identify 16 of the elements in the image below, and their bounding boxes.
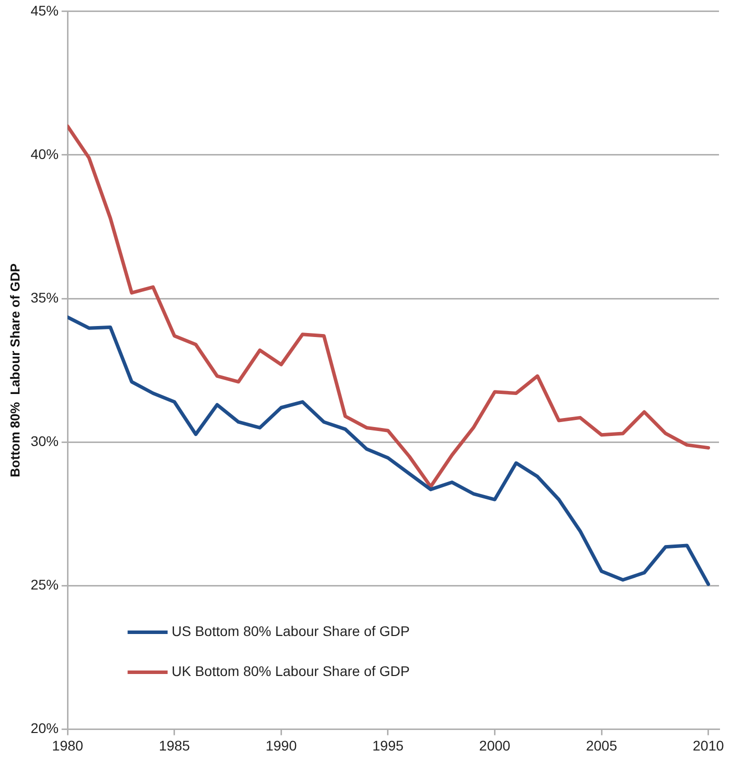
x-tick-label: 1990 bbox=[266, 737, 297, 754]
y-tick-label: 20% bbox=[30, 720, 59, 736]
x-tick-label: 2000 bbox=[479, 737, 511, 754]
y-tick-label: 40% bbox=[30, 146, 59, 162]
y-tick-label: 25% bbox=[30, 576, 59, 592]
legend-label: UK Bottom 80% Labour Share of GDP bbox=[172, 663, 410, 680]
x-tick-label: 1980 bbox=[52, 737, 84, 754]
legend-label: US Bottom 80% Labour Share of GDP bbox=[172, 623, 410, 640]
x-tick-label: 2010 bbox=[692, 737, 724, 754]
y-tick-label: 45% bbox=[30, 2, 59, 18]
y-axis-title: Bottom 80% Labour Share of GDP bbox=[7, 263, 22, 478]
x-tick-label: 1995 bbox=[372, 737, 404, 754]
x-tick-label: 1985 bbox=[158, 737, 190, 754]
y-tick-label: 35% bbox=[30, 289, 59, 306]
x-tick-label: 2005 bbox=[586, 737, 618, 754]
y-tick-label: 30% bbox=[30, 432, 59, 449]
